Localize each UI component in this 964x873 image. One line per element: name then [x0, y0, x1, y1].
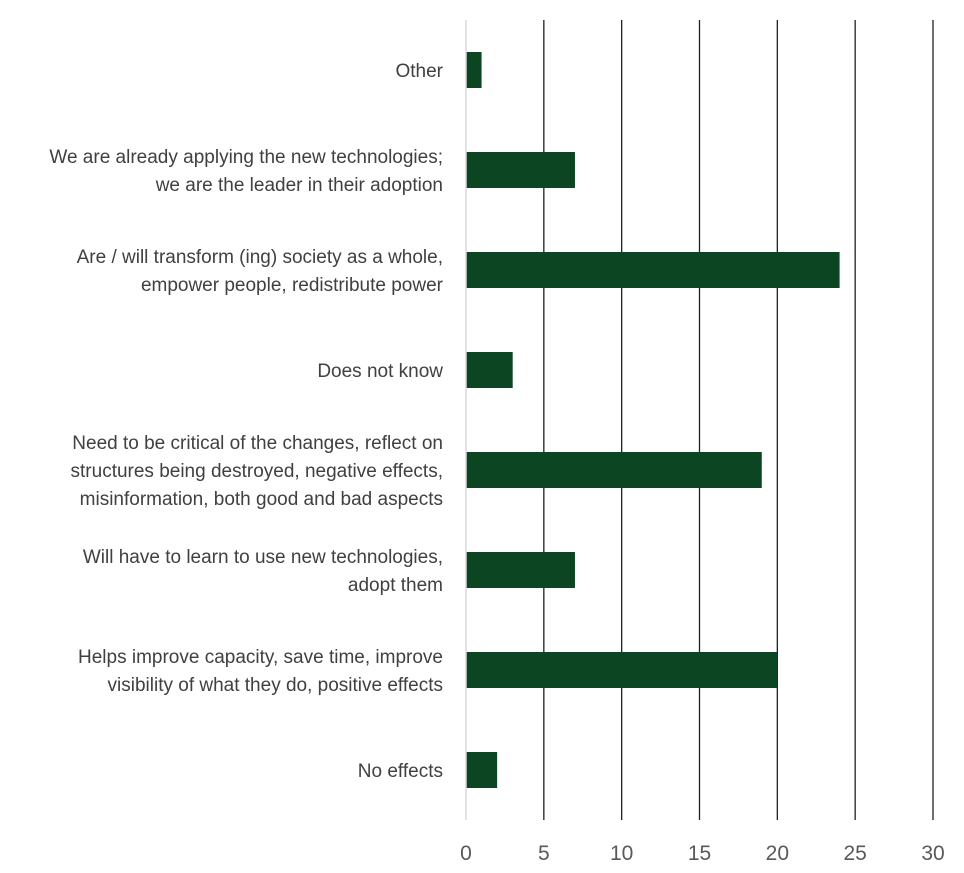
category-label: Will have to learn to use new technologi…	[83, 547, 443, 568]
category-label: Other	[395, 61, 443, 82]
bar	[466, 452, 762, 488]
x-tick-labels: 0 5 10 15 20 25 30	[460, 842, 945, 865]
category-label: empower people, redistribute power	[141, 275, 444, 296]
category-label: We are already applying the new technolo…	[49, 147, 443, 168]
category-label: Helps improve capacity, save time, impro…	[78, 647, 443, 668]
bars	[466, 52, 840, 788]
gridlines	[543, 20, 934, 820]
category-label: visibility of what they do, positive eff…	[108, 675, 443, 696]
category-label: adopt them	[348, 575, 443, 596]
x-tick-label: 5	[538, 842, 550, 865]
bar	[466, 252, 840, 288]
x-tick-label: 30	[921, 842, 944, 865]
x-tick-label: 20	[766, 842, 789, 865]
x-tick-label: 0	[460, 842, 472, 865]
category-label: Need to be critical of the changes, refl…	[72, 433, 443, 454]
x-tick-label: 25	[843, 842, 866, 865]
bar	[466, 552, 575, 588]
category-label: structures being destroyed, negative eff…	[71, 461, 443, 482]
category-label: No effects	[358, 761, 443, 782]
bar	[466, 352, 513, 388]
category-label: misinformation, both good and bad aspect…	[80, 489, 443, 510]
bar	[466, 652, 778, 688]
category-labels: Other We are already applying the new tec…	[49, 61, 443, 782]
category-label: Are / will transform (ing) society as a …	[77, 247, 443, 268]
x-tick-label: 10	[610, 842, 633, 865]
bar	[466, 152, 575, 188]
x-tick-label: 15	[688, 842, 711, 865]
category-label: Does not know	[317, 361, 443, 382]
bar	[466, 752, 498, 788]
category-label: we are the leader in their adoption	[155, 175, 443, 196]
bar	[466, 52, 482, 88]
